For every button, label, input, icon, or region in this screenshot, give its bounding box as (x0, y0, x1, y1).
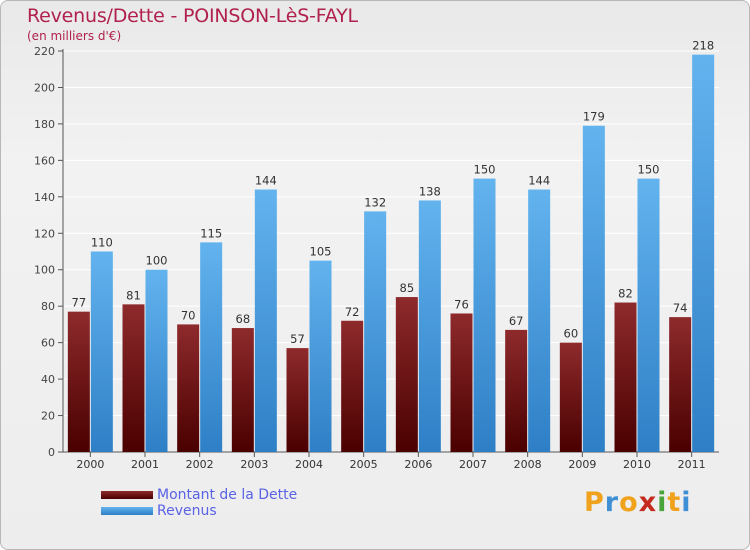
data-label-revenus: 138 (419, 184, 441, 198)
data-label-dette: 77 (72, 296, 87, 310)
x-tick-label: 2001 (131, 458, 159, 471)
legend: Montant de la Dette Revenus (101, 487, 297, 519)
logo-letter: t (667, 487, 682, 518)
data-label-dette: 70 (181, 308, 196, 322)
data-label-revenus: 105 (310, 245, 332, 259)
x-tick-label: 2009 (568, 458, 596, 471)
x-tick-label: 2007 (459, 458, 487, 471)
x-tick-label: 2011 (678, 458, 706, 471)
bar-revenus (692, 54, 715, 453)
data-label-revenus: 150 (638, 163, 660, 177)
bar-dette (231, 328, 254, 452)
logo-letter: i (681, 487, 692, 518)
legend-item-dette: Montant de la Dette (101, 487, 297, 503)
x-tick-label: 2005 (350, 458, 378, 471)
data-label-revenus: 132 (364, 195, 386, 209)
bar-dette (341, 320, 364, 452)
data-label-dette: 82 (618, 287, 633, 301)
bar-dette (177, 324, 200, 452)
data-label-revenus: 144 (255, 174, 277, 188)
x-tick-label: 2000 (76, 458, 104, 471)
bar-dette (395, 297, 418, 452)
x-tick-label: 2006 (404, 458, 432, 471)
proxiti-logo: Proxiti (584, 487, 692, 518)
y-tick-label: 140 (34, 191, 55, 204)
chart-title: Revenus/Dette - POINSON-LèS-FAYL (27, 5, 358, 27)
y-tick-label: 100 (34, 264, 55, 277)
x-tick-label: 2010 (623, 458, 651, 471)
y-tick-label: 20 (41, 410, 55, 423)
bar-dette (67, 311, 90, 452)
bar-dette (286, 348, 309, 452)
data-label-revenus: 100 (146, 254, 168, 268)
data-label-dette: 74 (673, 301, 688, 315)
logo-letter: o (619, 487, 639, 518)
data-label-revenus: 115 (200, 226, 222, 240)
y-tick-label: 220 (34, 45, 55, 58)
bar-revenus (254, 189, 277, 452)
bar-revenus (90, 251, 113, 452)
bar-revenus (200, 242, 223, 452)
data-label-revenus: 144 (528, 174, 550, 188)
y-tick-label: 120 (34, 227, 55, 240)
x-tick-label: 2008 (514, 458, 542, 471)
legend-swatch-revenus (101, 507, 153, 515)
bar-revenus (473, 178, 496, 452)
y-tick-label: 40 (41, 373, 55, 386)
legend-label-dette: Montant de la Dette (157, 487, 298, 503)
logo-letter: i (657, 487, 668, 518)
y-tick-label: 80 (41, 300, 55, 313)
logo-letter: r (604, 487, 620, 518)
data-label-dette: 76 (454, 297, 469, 311)
legend-label-revenus: Revenus (157, 503, 217, 519)
bar-dette (450, 313, 473, 452)
bar-dette (559, 342, 582, 452)
legend-item-revenus: Revenus (101, 503, 297, 519)
x-tick-label: 2004 (295, 458, 323, 471)
bar-dette (614, 302, 637, 452)
data-label-dette: 85 (400, 281, 415, 295)
y-tick-label: 200 (34, 81, 55, 94)
data-label-dette: 57 (290, 332, 305, 346)
data-label-dette: 68 (236, 312, 251, 326)
bar-dette (122, 304, 145, 452)
data-label-dette: 60 (564, 327, 579, 341)
bar-revenus (582, 125, 605, 453)
x-tick-label: 2003 (240, 458, 268, 471)
logo-letter: P (584, 487, 605, 518)
data-label-revenus: 179 (583, 110, 605, 124)
y-tick-label: 160 (34, 154, 55, 167)
data-label-revenus: 150 (474, 163, 496, 177)
bar-revenus (364, 211, 387, 452)
y-tick-label: 180 (34, 118, 55, 131)
bar-revenus (528, 189, 551, 452)
bar-revenus (637, 178, 660, 452)
data-label-dette: 67 (509, 314, 524, 328)
y-tick-label: 60 (41, 337, 55, 350)
data-label-revenus: 218 (692, 39, 714, 53)
y-tick-label: 0 (48, 446, 55, 459)
logo-letter: x (638, 487, 658, 518)
bar-dette (669, 317, 692, 452)
chart-subtitle: (en milliers d'€) (27, 29, 122, 43)
bar-revenus (309, 260, 332, 452)
legend-swatch-dette (101, 491, 153, 499)
data-label-dette: 72 (345, 305, 360, 319)
data-label-dette: 81 (126, 288, 141, 302)
data-label-revenus: 110 (91, 236, 113, 250)
bar-dette (505, 329, 528, 452)
bar-revenus (145, 269, 168, 452)
x-tick-label: 2002 (186, 458, 214, 471)
bar-revenus (418, 200, 441, 452)
